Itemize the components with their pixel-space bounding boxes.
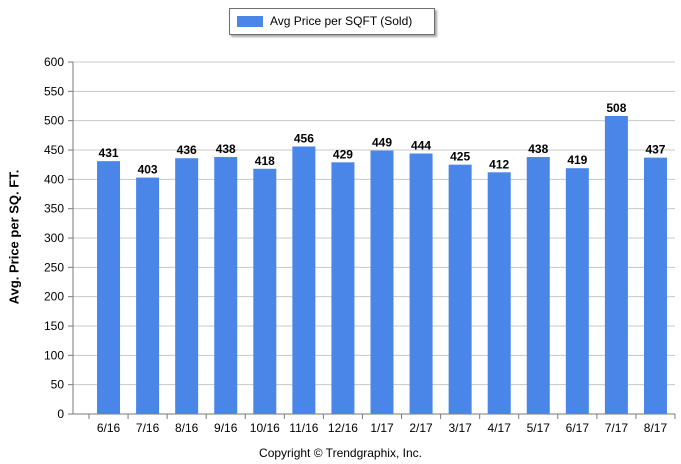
legend: Avg Price per SQFT (Sold) (229, 8, 435, 35)
y-tick-label: 600 (44, 55, 64, 69)
x-tick-label: 6/17 (566, 421, 590, 435)
y-tick-label: 150 (44, 319, 64, 333)
x-tick-label: 3/17 (448, 421, 472, 435)
y-tick-label: 100 (44, 348, 64, 362)
y-tick-label: 400 (44, 172, 64, 186)
y-tick-label: 550 (44, 84, 64, 98)
x-tick-labels: 6/16 7/16 8/16 9/16 10/16 11/16 12/16 1/17 2/17 3… (88, 414, 676, 435)
bar (565, 168, 589, 414)
x-tick-label: 7/17 (605, 421, 629, 435)
x-tick-label: 8/17 (644, 421, 668, 435)
y-tick-label: 450 (44, 143, 64, 157)
bar (97, 161, 121, 414)
y-tick-label: 200 (44, 290, 64, 304)
y-tick-label: 350 (44, 202, 64, 216)
y-tick-labels: 0 50 100 150 200 250 300 350 400 450 500 550 600 (44, 55, 73, 421)
data-label: 403 (138, 163, 158, 177)
y-tick-label: 50 (51, 378, 65, 392)
x-tick-label: 6/16 (97, 421, 121, 435)
bar (409, 153, 433, 414)
y-axis-label: Avg. Price per SQ. FT. (6, 169, 22, 305)
x-tick-label: 5/17 (527, 421, 551, 435)
bar (136, 177, 160, 414)
bar (448, 164, 472, 414)
bar (253, 168, 277, 414)
bar (643, 157, 667, 415)
data-label: 438 (216, 142, 236, 156)
bar (526, 157, 550, 415)
data-label: 456 (294, 131, 314, 145)
y-tick-label: 0 (57, 407, 64, 421)
legend-label: Avg Price per SQFT (Sold) (270, 14, 413, 28)
x-tick-label: 7/16 (136, 421, 160, 435)
data-label: 437 (645, 143, 665, 157)
legend-swatch (237, 16, 263, 27)
data-label: 425 (450, 150, 470, 164)
data-label: 449 (372, 136, 392, 150)
x-tick-label: 11/16 (289, 421, 318, 435)
data-label: 444 (411, 139, 431, 153)
copyright-text: Copyright © Trendgraphix, Inc. (259, 446, 422, 460)
data-labels: 431 403 436 438 418 456 429 449 444 425 412 438 419 5… (99, 101, 666, 177)
y-tick-label: 500 (44, 114, 64, 128)
data-label: 508 (606, 101, 626, 115)
x-tick-label: 1/17 (370, 421, 394, 435)
bar (331, 162, 355, 414)
x-tick-label: 8/16 (175, 421, 199, 435)
x-tick-label: 2/17 (409, 421, 433, 435)
data-label: 431 (99, 146, 119, 160)
x-tick-label: 9/16 (214, 421, 238, 435)
x-tick-label: 4/17 (488, 421, 512, 435)
data-label: 429 (333, 147, 353, 161)
data-label: 436 (177, 143, 197, 157)
bar (487, 172, 511, 414)
x-tick-label: 12/16 (328, 421, 358, 435)
y-tick-label: 300 (44, 231, 64, 245)
bar (214, 157, 238, 415)
data-label: 438 (528, 142, 548, 156)
bar (370, 150, 394, 414)
bar (175, 158, 199, 414)
bar (292, 146, 316, 415)
bars (97, 115, 667, 415)
data-label: 412 (489, 157, 509, 171)
y-tick-label: 250 (44, 260, 64, 274)
data-label: 419 (567, 153, 587, 167)
x-tick-label: 10/16 (250, 421, 280, 435)
bar (604, 115, 628, 415)
data-label: 418 (255, 154, 275, 168)
